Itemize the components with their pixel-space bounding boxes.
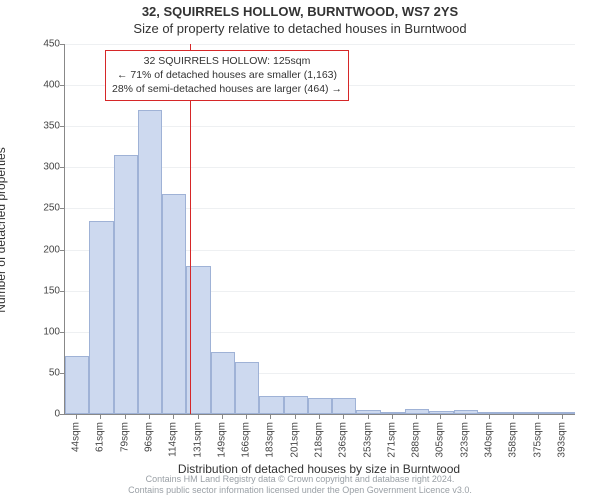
x-tick-mark xyxy=(343,414,344,419)
x-tick-label: 61sqm xyxy=(95,422,106,452)
y-tick-mark xyxy=(60,332,65,333)
y-tick-label: 150 xyxy=(30,285,60,296)
x-tick-label: 358sqm xyxy=(508,422,519,458)
y-tick-mark xyxy=(60,126,65,127)
y-tick-mark xyxy=(60,167,65,168)
chart-area: 050100150200250300350400450 32 SQUIRRELS… xyxy=(64,44,574,414)
x-tick-mark xyxy=(392,414,393,419)
x-tick-mark xyxy=(198,414,199,419)
y-tick-label: 0 xyxy=(30,409,60,420)
annotation-line: ← 71% of detached houses are smaller (1,… xyxy=(112,68,342,82)
x-tick-mark xyxy=(416,414,417,419)
x-tick-mark xyxy=(562,414,563,419)
y-tick-label: 450 xyxy=(30,39,60,50)
y-tick-mark xyxy=(60,208,65,209)
x-tick-mark xyxy=(222,414,223,419)
x-tick-mark xyxy=(440,414,441,419)
annotation-box: 32 SQUIRRELS HOLLOW: 125sqm← 71% of deta… xyxy=(105,50,349,101)
x-tick-mark xyxy=(465,414,466,419)
x-tick-mark xyxy=(173,414,174,419)
x-tick-label: 340sqm xyxy=(484,422,495,458)
footer-line-2: Contains public sector information licen… xyxy=(0,485,600,496)
x-tick-label: 114sqm xyxy=(168,422,179,457)
x-tick-label: 393sqm xyxy=(556,422,567,458)
x-tick-label: 131sqm xyxy=(192,422,203,458)
x-tick-mark xyxy=(538,414,539,419)
x-tick-mark xyxy=(125,414,126,419)
page-title: 32, SQUIRRELS HOLLOW, BURNTWOOD, WS7 2YS xyxy=(0,0,600,19)
y-tick-label: 350 xyxy=(30,121,60,132)
y-tick-label: 300 xyxy=(30,162,60,173)
x-tick-mark xyxy=(100,414,101,419)
x-tick-label: 236sqm xyxy=(338,422,349,458)
x-tick-label: 149sqm xyxy=(216,422,227,458)
x-tick-label: 166sqm xyxy=(241,422,252,458)
x-tick-mark xyxy=(489,414,490,419)
y-tick-label: 400 xyxy=(30,80,60,91)
x-tick-mark xyxy=(149,414,150,419)
x-tick-label: 305sqm xyxy=(435,422,446,458)
histogram-bar xyxy=(308,398,332,414)
x-tick-label: 288sqm xyxy=(411,422,422,458)
y-ticks: 050100150200250300350400450 xyxy=(28,44,64,414)
histogram-bar xyxy=(284,396,308,414)
footer-attribution: Contains HM Land Registry data © Crown c… xyxy=(0,474,600,497)
page-subtitle: Size of property relative to detached ho… xyxy=(0,19,600,36)
histogram-bar xyxy=(332,398,356,414)
y-tick-mark xyxy=(60,291,65,292)
x-tick-label: 218sqm xyxy=(314,422,325,458)
x-tick-mark xyxy=(513,414,514,419)
y-tick-label: 250 xyxy=(30,203,60,214)
histogram-bar xyxy=(114,155,138,414)
histogram-bar xyxy=(138,110,162,414)
y-tick-mark xyxy=(60,44,65,45)
x-tick-mark xyxy=(246,414,247,419)
histogram-bar xyxy=(65,356,89,414)
x-tick-label: 44sqm xyxy=(71,422,82,452)
chart-container: 32, SQUIRRELS HOLLOW, BURNTWOOD, WS7 2YS… xyxy=(0,0,600,500)
footer-line-1: Contains HM Land Registry data © Crown c… xyxy=(0,474,600,485)
x-tick-label: 253sqm xyxy=(362,422,373,458)
x-tick-label: 96sqm xyxy=(144,422,155,452)
histogram-bar xyxy=(89,221,113,414)
histogram-bar xyxy=(162,194,186,414)
x-tick-label: 323sqm xyxy=(459,422,470,458)
plot-region: 32 SQUIRRELS HOLLOW: 125sqm← 71% of deta… xyxy=(64,44,575,415)
histogram-bar xyxy=(259,396,283,414)
grid-line xyxy=(65,44,575,45)
annotation-line: 28% of semi-detached houses are larger (… xyxy=(112,82,342,96)
x-tick-mark xyxy=(319,414,320,419)
x-tick-label: 79sqm xyxy=(119,422,130,452)
y-tick-label: 100 xyxy=(30,326,60,337)
annotation-line: 32 SQUIRRELS HOLLOW: 125sqm xyxy=(112,54,342,68)
y-tick-label: 200 xyxy=(30,244,60,255)
x-tick-label: 183sqm xyxy=(265,422,276,458)
histogram-bar xyxy=(211,352,235,414)
x-tick-label: 375sqm xyxy=(532,422,543,458)
x-tick-mark xyxy=(295,414,296,419)
x-tick-label: 201sqm xyxy=(289,422,300,458)
y-tick-mark xyxy=(60,250,65,251)
x-tick-mark xyxy=(270,414,271,419)
x-tick-mark xyxy=(76,414,77,419)
y-axis-label: Number of detached properties xyxy=(0,147,8,312)
y-tick-label: 50 xyxy=(30,367,60,378)
x-tick-mark xyxy=(368,414,369,419)
histogram-bar xyxy=(235,362,259,414)
x-tick-label: 271sqm xyxy=(386,422,397,458)
x-ticks: 44sqm 61sqm 79sqm 96sqm 114sqm 131sqm 149sqm 16… xyxy=(64,414,574,464)
y-tick-mark xyxy=(60,85,65,86)
